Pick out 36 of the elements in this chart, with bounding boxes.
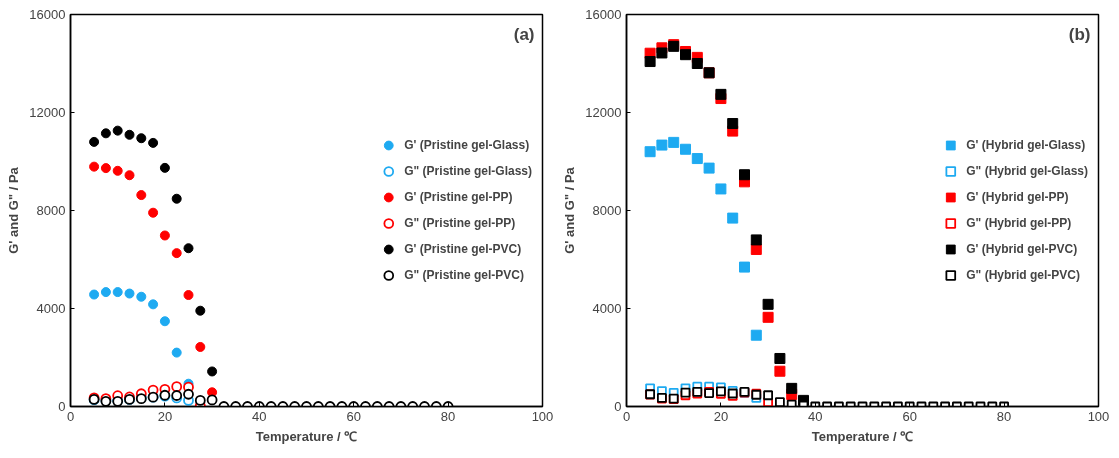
x-axis-title: Temperature / ℃: [811, 428, 914, 444]
x-tick-label: 20: [713, 408, 729, 424]
legend-label: G' (Hybrid gel-PP): [966, 190, 1069, 204]
y-tick-label: 4000: [592, 301, 622, 316]
y-tick-label: 8000: [592, 203, 622, 218]
legend-label: G" (Pristine gel-PP): [404, 216, 516, 230]
y-tick-label: 4000: [36, 301, 66, 316]
legend-label: G' (Pristine gel-Glass): [404, 138, 530, 152]
x-tick-label: 60: [346, 408, 361, 424]
x-tick-label: 100: [1087, 408, 1110, 424]
y-tick-label: 12000: [29, 105, 66, 120]
annotation: (b): [1068, 24, 1091, 44]
y-tick-label: 8000: [36, 203, 66, 218]
x-tick-label: 80: [440, 408, 456, 424]
y-axis-title: G' and G" / Pa: [6, 166, 22, 254]
x-tick-label: 100: [531, 408, 554, 424]
legend-label: G" (Hybrid gel-PVC): [966, 268, 1080, 282]
y-axis-title: G' and G" / Pa: [562, 166, 578, 254]
y-tick-label: 16000: [29, 7, 66, 22]
legend-label: G' (Pristine gel-PVC): [404, 242, 522, 256]
legend-label: G" (Pristine gel-Glass): [404, 164, 532, 178]
legend-label: G' (Hybrid gel-Glass): [966, 138, 1086, 152]
y-tick-label: 12000: [585, 105, 622, 120]
x-tick-label: 40: [252, 408, 267, 424]
x-tick-label: 40: [808, 408, 823, 424]
legend-label: G' (Hybrid gel-PVC): [966, 242, 1078, 256]
x-axis-title: Temperature / ℃: [255, 428, 358, 444]
legend-label: G" (Pristine gel-PVC): [404, 268, 524, 282]
x-tick-label: 60: [902, 408, 917, 424]
legend-label: G" (Hybrid gel-PP): [966, 216, 1072, 230]
x-tick-label: 80: [996, 408, 1012, 424]
y-tick-label: 16000: [585, 7, 622, 22]
legend-label: G" (Hybrid gel-Glass): [966, 164, 1088, 178]
legend-label: G' (Pristine gel-PP): [404, 190, 513, 204]
annotation: (a): [513, 24, 535, 44]
x-tick-label: 20: [157, 408, 173, 424]
